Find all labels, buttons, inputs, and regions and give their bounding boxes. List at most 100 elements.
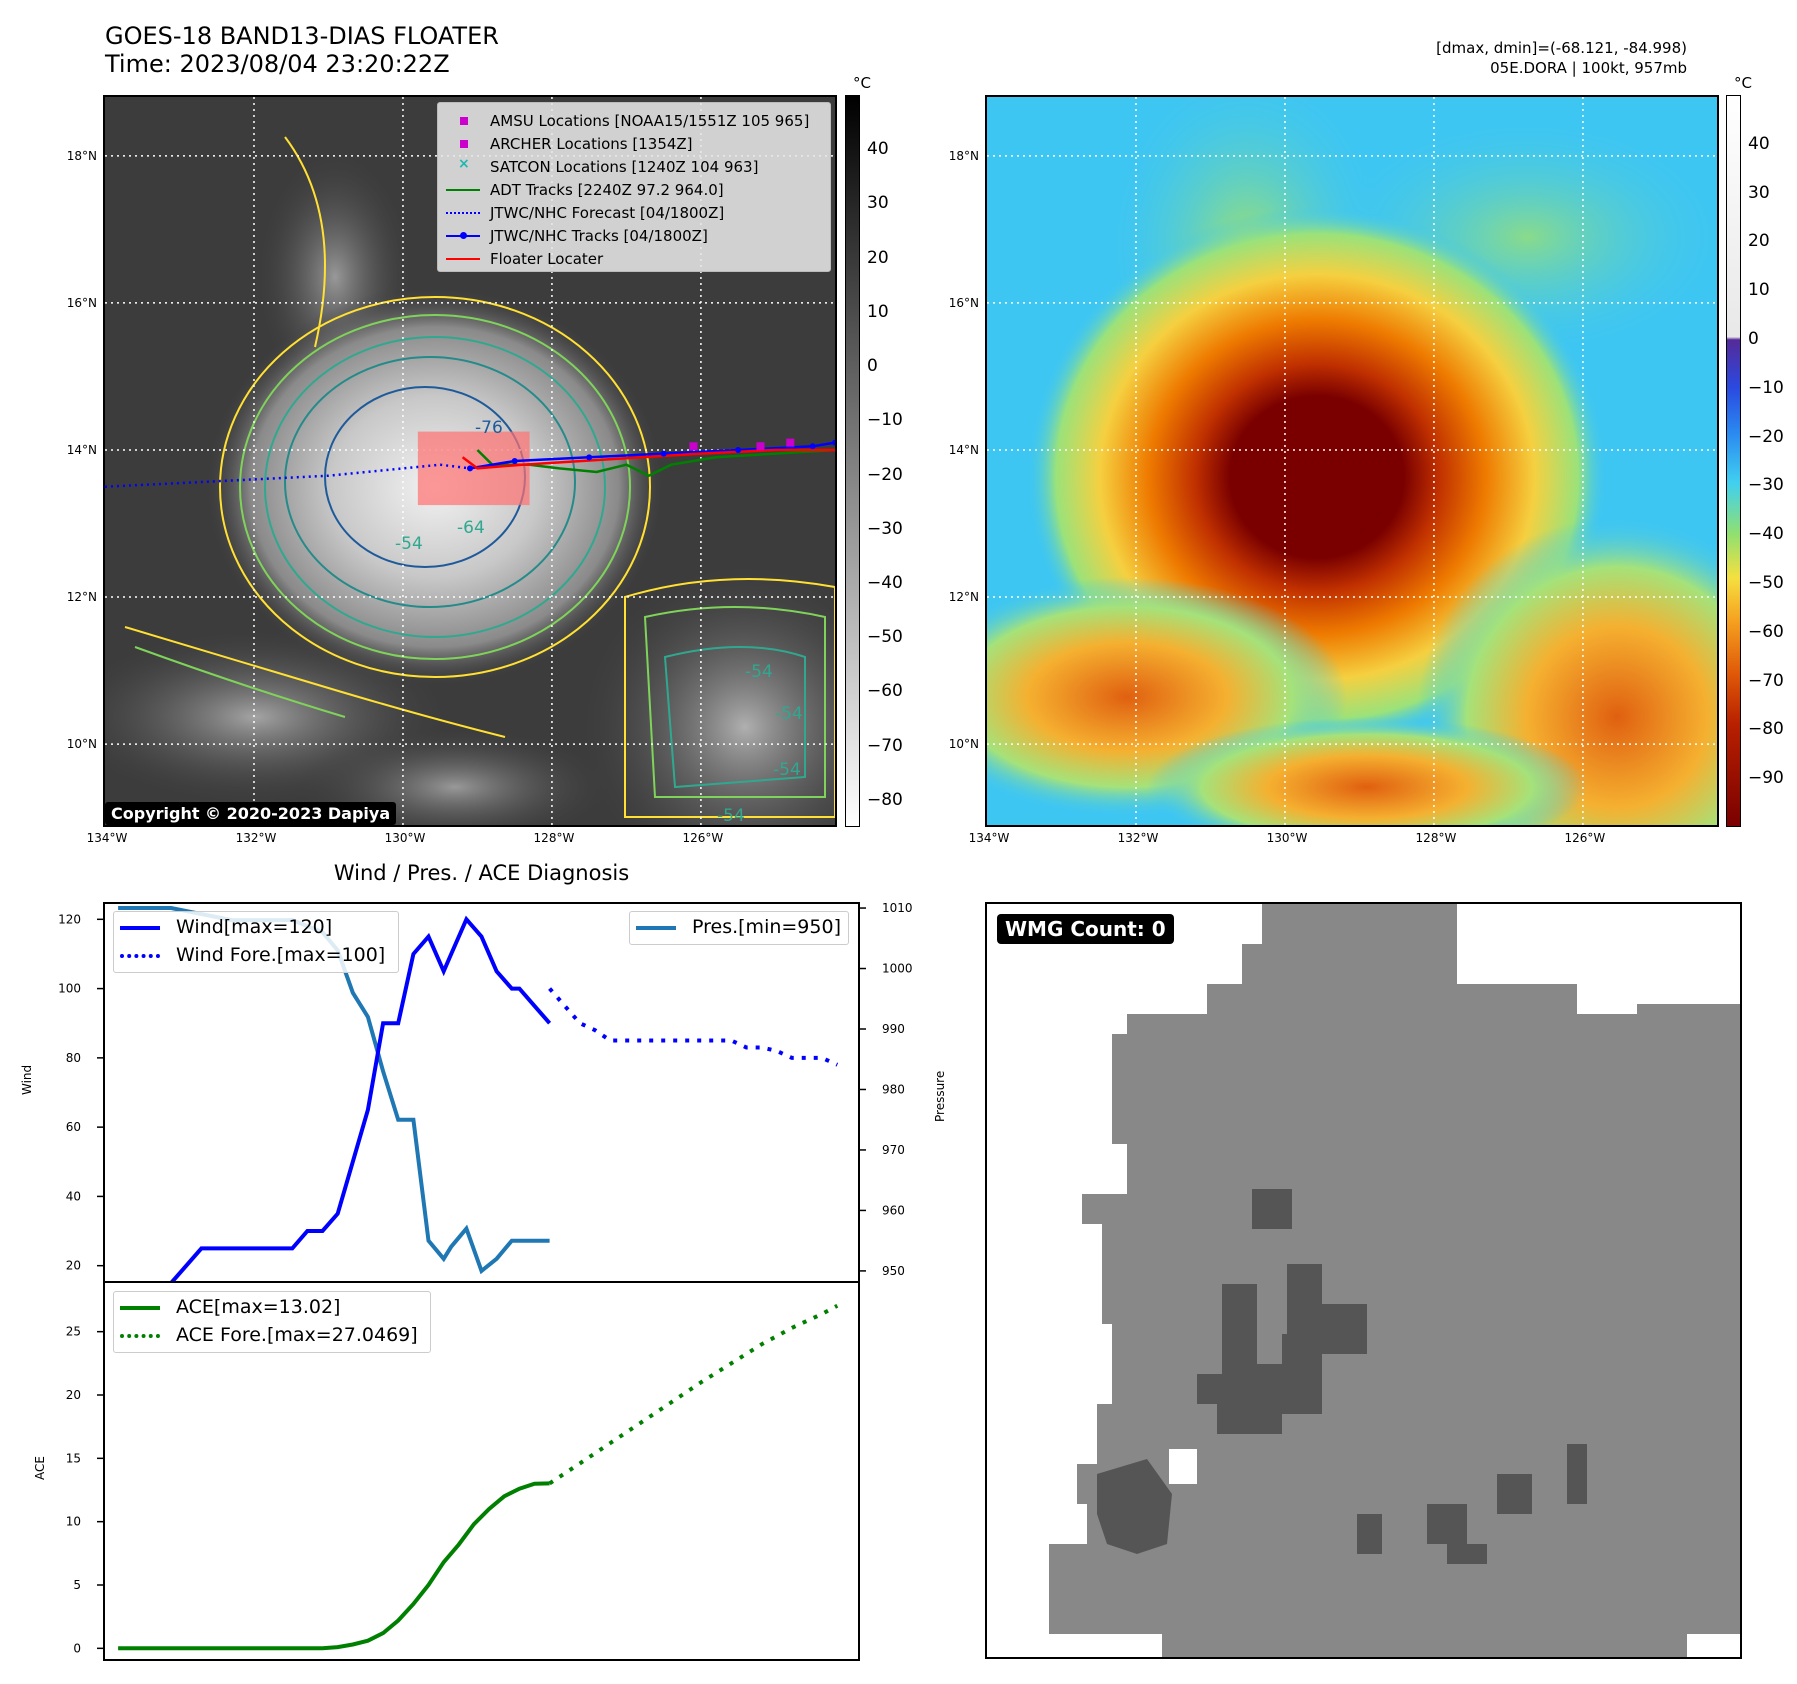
ace-chart: 0 5 10 15 20 25 ACE[max=13.02] ACE Fore.[max=… (66, 1281, 860, 1661)
contour-lines (124, 136, 835, 818)
lon-tick-label: 128°W (1415, 831, 1457, 845)
jtwc-track-point (660, 450, 667, 457)
contour-label: -54 (775, 704, 803, 724)
wind-forecast-legend-label: Wind Fore.[max=100] (176, 944, 386, 966)
jtwc-track-point (809, 443, 816, 450)
legend-swatch (446, 183, 480, 197)
colorbar-tick-label: −70 (1748, 670, 1784, 691)
dmax-dmin-label: [dmax, dmin]=(-68.121, -84.998) (1436, 39, 1687, 57)
wind-axis-label: Wind (20, 1064, 34, 1095)
gray-colorbar-unit: °C (853, 74, 871, 92)
cloud-field (987, 97, 1717, 825)
colorbar-tick-label: −50 (1748, 573, 1784, 593)
legend-item: Floater Locater (446, 247, 830, 270)
lat-tick-label: 18°N (66, 148, 97, 163)
legend-label: ADT Tracks [2240Z 97.2 964.0] (490, 180, 724, 199)
contour-label: -76 (475, 418, 503, 438)
colorbar-tick-label: −30 (1748, 475, 1784, 496)
lat-tick-label: 18°N (948, 148, 979, 163)
pressure-axis-label: Pressure (933, 1070, 947, 1122)
lon-tick-label: 126°W (1564, 831, 1606, 845)
color-colorbar (1726, 95, 1741, 827)
colorbar-tick-label: 0 (1748, 329, 1759, 349)
grid-lines (987, 97, 1717, 825)
storm-info-label: 05E.DORA | 100kt, 957mb (1490, 59, 1687, 77)
jtwc-track-point (832, 439, 835, 446)
y-tick-label: 960 (882, 1203, 905, 1217)
legend-label: Floater Locater (490, 249, 604, 268)
lat-tick-label: 14°N (948, 442, 979, 457)
page-title: GOES-18 BAND13-DIAS FLOATER (105, 22, 499, 50)
lat-tick-label: 10°N (948, 737, 979, 752)
y-tick-label: 40 (66, 1189, 81, 1203)
colorbar-tick-label: 20 (1748, 231, 1770, 252)
lon-tick-label: 130°W (384, 831, 426, 845)
contour-label: -54 (395, 534, 423, 554)
lon-tick-label: 126°W (682, 831, 724, 845)
y-tick-label: 15 (66, 1451, 81, 1465)
jtwc-track-point (586, 454, 593, 461)
y-tick-label: 25 (66, 1325, 81, 1339)
legend-swatch (446, 114, 480, 128)
copyright-label: Copyright © 2020-2023 Dapiya (105, 802, 397, 825)
legend-item: ARCHER Locations [1354Z] (446, 132, 830, 155)
legend-item: JTWC/NHC Forecast [04/1800Z] (446, 201, 830, 224)
gray-colorbar (845, 95, 860, 827)
colorbar-tick-label: 40 (867, 139, 889, 160)
colorbar-tick-label: −80 (867, 789, 903, 810)
y-tick-label: 5 (73, 1578, 81, 1592)
lon-tick-label: 134°W (968, 831, 1010, 845)
lat-tick-label: 16°N (66, 295, 97, 310)
colorbar-tick-label: −10 (867, 410, 903, 431)
wmg-panel: WMG Count: 0 (985, 902, 1742, 1659)
legend-swatch (446, 229, 480, 243)
lat-tick-label: 14°N (66, 442, 97, 457)
y-tick-label: 100 (58, 982, 81, 996)
y-tick-label: 970 (882, 1143, 905, 1157)
lat-tick-label: 16°N (948, 295, 979, 310)
legend-swatch: × (458, 155, 470, 172)
colorbar-tick-label: −70 (867, 735, 903, 756)
colorbar-tick-label: 40 (1748, 133, 1770, 154)
y-tick-label: 980 (882, 1082, 905, 1096)
series-line (118, 1481, 550, 1651)
wmg-very-cold-patches (1097, 1189, 1587, 1564)
legend-label: AMSU Locations [NOAA15/1551Z 105 965] (490, 111, 810, 130)
colorbar-tick-label: 30 (1748, 182, 1770, 203)
contour-labels: -76 -54 -64 -54 -54 -54 -54 (395, 418, 803, 825)
wind-legend: Wind[max=120] Wind Fore.[max=100] (113, 911, 399, 973)
legend-item: JTWC/NHC Tracks [04/1800Z] (446, 224, 830, 247)
legend-label: ARCHER Locations [1354Z] (490, 134, 693, 153)
legend-label: SATCON Locations [1240Z 104 963] (490, 157, 759, 176)
legend-swatch (446, 137, 480, 151)
y-tick-label: 1010 (882, 901, 913, 915)
colorbar-tick-label: −30 (867, 518, 903, 539)
colorbar-tick-label: 0 (867, 356, 878, 377)
y-tick-label: 950 (882, 1264, 905, 1278)
jtwc-track-point (467, 465, 473, 472)
wmg-count-badge: WMG Count: 0 (997, 914, 1174, 944)
floater-track-line (461, 448, 835, 470)
lon-tick-label: 134°W (86, 831, 128, 845)
color-colorbar-unit: °C (1734, 74, 1752, 92)
series-line (118, 915, 552, 1285)
legend-swatch (446, 206, 480, 220)
lon-tick-label: 130°W (1266, 831, 1308, 845)
colorbar-tick-label: 20 (867, 247, 889, 268)
colorbar-tick-label: 10 (867, 301, 889, 322)
legend-item: AMSU Locations [NOAA15/1551Z 105 965] (446, 109, 830, 132)
contour-label: -54 (717, 806, 745, 825)
y-tick-label: 120 (58, 912, 81, 926)
wind-pressure-chart: 950 960 970 980 990 1000 1010 20 40 60 80 100 120 Wi… (58, 901, 913, 1285)
colorbar-tick-label: 10 (1748, 280, 1770, 301)
ace-legend: ACE[max=13.02] ACE Fore.[max=27.0469] (113, 1291, 431, 1353)
legend: AMSU Locations [NOAA15/1551Z 105 965] ARC… (437, 102, 831, 272)
y-tick-label: 60 (66, 1120, 81, 1134)
y-tick-label: 990 (882, 1022, 905, 1036)
colorbar-tick-label: −40 (867, 573, 903, 593)
amsu-point (786, 438, 795, 447)
pressure-legend: Pres.[min=950] (629, 911, 849, 945)
colorbar-tick-label: −10 (1748, 377, 1784, 398)
contour-label: -54 (745, 662, 773, 682)
legend-swatch (446, 252, 480, 266)
